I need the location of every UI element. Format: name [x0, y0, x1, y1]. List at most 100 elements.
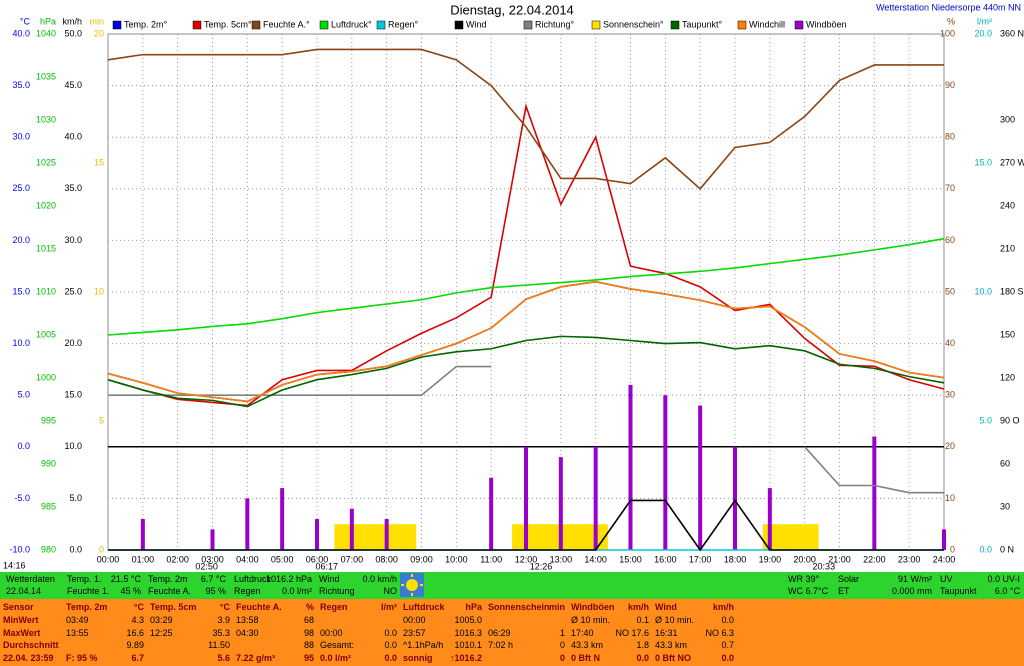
y-tick-label: 20.0 — [64, 338, 82, 348]
cell-value: 0.0 — [384, 640, 397, 650]
y-tick-label: 15.0 — [12, 286, 30, 296]
cell-value: 35.3 — [212, 627, 230, 638]
cell: 06:29 1 — [485, 627, 568, 640]
cell-value: 1005.0 — [454, 615, 482, 625]
cell: Regen 0.0 l/m² — [231, 585, 315, 598]
x-tick-label: 03:00 — [201, 554, 224, 564]
gust-bar — [663, 395, 668, 550]
legend-label: Temp. 2m° — [124, 19, 168, 29]
y-tick-label: 360 N — [1000, 28, 1024, 38]
y-tick-label: 995 — [41, 415, 56, 425]
cell-value: 6.7 — [131, 652, 144, 663]
x-tick-label: 24:00 — [933, 554, 956, 564]
cell-label: WR 39° — [788, 574, 820, 584]
cell-value: % — [305, 602, 314, 612]
y-tick-label: 90 O — [1000, 415, 1020, 425]
y-tick-label: 10 — [945, 493, 955, 503]
cell: 88 — [233, 639, 317, 652]
legend-swatch — [192, 20, 202, 30]
y-tick-label: 30 — [1000, 501, 1010, 511]
cell: 7.22 g/m³ 95 — [233, 652, 317, 665]
cell-value: 95 — [303, 652, 314, 663]
y-tick-label: 240 — [1000, 200, 1015, 210]
cell-value: 6.7 °C — [200, 574, 226, 584]
cell: MinWert — [0, 614, 63, 627]
series-line — [107, 335, 945, 408]
series-line — [107, 48, 944, 190]
y-tick-label: 1030 — [36, 114, 56, 124]
y-tick-label: 1005 — [36, 329, 56, 339]
y-tick-label: 40.0 — [64, 132, 82, 142]
x-tick-label: 05:00 — [271, 554, 294, 564]
cell-value: 0.0 l/m² — [281, 586, 312, 596]
cell-label: ^1.1hPa/h — [403, 640, 444, 650]
cell-value: NO 6.3 — [705, 627, 734, 638]
cell: 0 — [485, 652, 568, 665]
y-tick-label: -5.0 — [14, 493, 30, 503]
gust-bar — [315, 519, 319, 550]
cell-label: MinWert — [3, 615, 39, 625]
cell-value: l/m² — [380, 602, 397, 612]
chart-title: Dienstag, 22.04.2014 — [450, 2, 574, 17]
x-tick-label: 06:00 — [306, 554, 329, 564]
cell: 03:49 4.3 — [63, 614, 147, 627]
y-tick-label: 180 S — [1000, 286, 1024, 296]
x-tick-label: 23:00 — [898, 554, 921, 564]
x-tick-label: 16:00 — [654, 554, 677, 564]
cell-label: Ø 10 min. — [655, 615, 695, 625]
series-line — [107, 280, 945, 403]
y-tick-label: 45.0 — [64, 80, 82, 90]
cell-value: 1010.1 — [454, 640, 482, 650]
cell-label: 06:29 — [488, 627, 511, 638]
series-line — [108, 499, 944, 552]
annotation: 02:50 — [195, 561, 218, 571]
cell-value: 1016.3 — [454, 627, 482, 638]
y-tick-label: 90 — [945, 80, 955, 90]
y-tick-label: 10.0 — [12, 338, 30, 348]
cell: Wind 0.0 km/h — [316, 573, 400, 586]
cell: 22.04.14 23:59 — [3, 585, 63, 609]
cell-label: Sensor — [3, 602, 34, 612]
x-tick-label: 20:00 — [793, 554, 816, 564]
cell: Regen l/m² — [317, 601, 400, 614]
x-tick-label: 02:00 — [166, 554, 189, 564]
gust-bar — [628, 384, 633, 550]
cell-value: NO — [383, 586, 398, 596]
y-tick-label: 1010 — [36, 286, 56, 296]
cell-value: 88 — [303, 640, 314, 650]
cell: Ø 10 min. 0.0 — [652, 614, 737, 627]
y-tick-label: 1015 — [36, 243, 56, 253]
annotation: 20:33 — [813, 561, 836, 571]
x-tick-label: 15:00 — [619, 554, 642, 564]
x-tick-label: 10:00 — [445, 554, 468, 564]
cell-label: 0 Bft NO — [655, 652, 691, 663]
cell-value: 0.7 — [721, 640, 734, 650]
cell-label: 03:29 — [150, 615, 173, 625]
y-tick-label: 10.0 — [64, 441, 82, 451]
cell-label: Sonnenschein — [488, 602, 550, 612]
cell: 17:40 NO 17.6 — [568, 627, 652, 640]
gust-bar — [942, 529, 946, 550]
y-tick-label: 5.0 — [69, 493, 82, 503]
chart: Dienstag, 22.04.2014 Wetterstation Niede… — [3, 2, 1024, 571]
cell-label: Windböen — [571, 602, 615, 612]
cell-value: NO 17.6 — [615, 627, 649, 638]
x-tick-label: 08:00 — [375, 554, 398, 564]
cell-value: 6.0 °C — [994, 586, 1020, 596]
y-tick-label: 1025 — [36, 157, 56, 167]
cell-value: 0.0 — [636, 652, 649, 663]
x-tick-label: 00:00 — [97, 554, 120, 564]
x-tick-label: 18:00 — [724, 554, 747, 564]
legend-label: Feuchte A.° — [263, 19, 310, 29]
y-tick-label: 35.0 — [64, 183, 82, 193]
cell-label: Wind — [655, 602, 677, 612]
y-tick-label: 50 — [945, 286, 955, 296]
legend-label: Sonnenschein° — [603, 19, 664, 29]
cell-value: 3.9 — [217, 615, 230, 625]
y-tick-label: 40 — [945, 338, 955, 348]
axis-unit: min — [89, 16, 104, 26]
cell: 22.04. 23:59 — [0, 652, 63, 665]
cell-label: Richtung — [319, 586, 355, 596]
